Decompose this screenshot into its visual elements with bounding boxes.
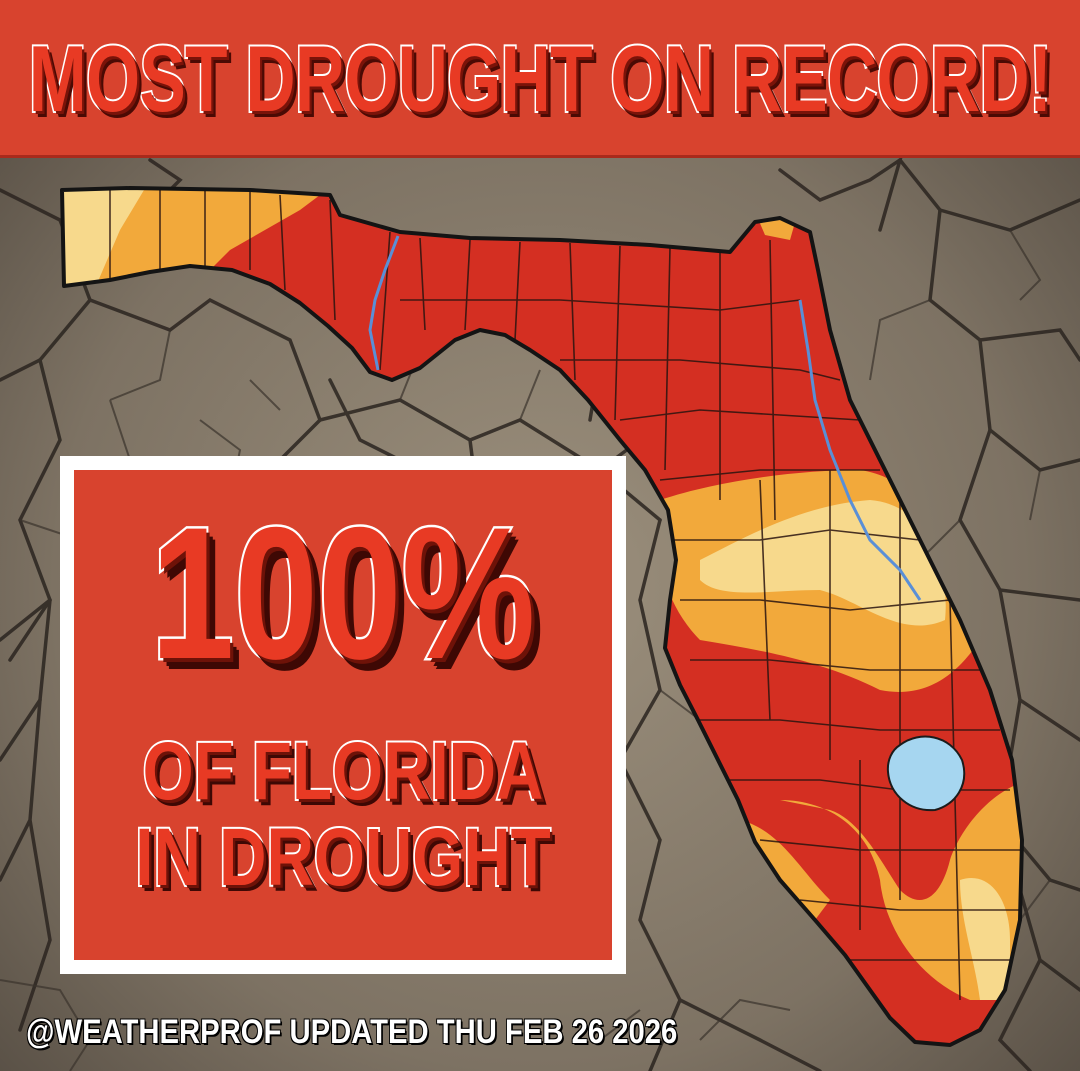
header-banner: MOST DROUGHT ON RECORD! xyxy=(0,0,1080,158)
apalachicola-river xyxy=(368,235,400,371)
zone-dry-panhandle xyxy=(62,188,150,300)
page-title: MOST DROUGHT ON RECORD! xyxy=(27,24,1053,133)
drought-callout-box: 100% OF FLORIDA IN DROUGHT xyxy=(60,456,626,974)
zone-moderate-south xyxy=(780,780,1022,1000)
callout-panel: 100% OF FLORIDA IN DROUGHT xyxy=(74,470,612,960)
st-johns-river xyxy=(798,299,922,601)
lake-okeechobee xyxy=(886,735,966,812)
callout-line-1: OF FLORIDA xyxy=(141,726,545,818)
drought-percentage: 100% xyxy=(149,488,538,698)
florida-outline xyxy=(60,186,1024,1047)
source-credit: @WEATHERPROF UPDATED THU FEB 26 2026 xyxy=(26,1013,678,1051)
zone-dry-south xyxy=(960,878,1010,1000)
callout-line-2: IN DROUGHT xyxy=(134,812,553,904)
